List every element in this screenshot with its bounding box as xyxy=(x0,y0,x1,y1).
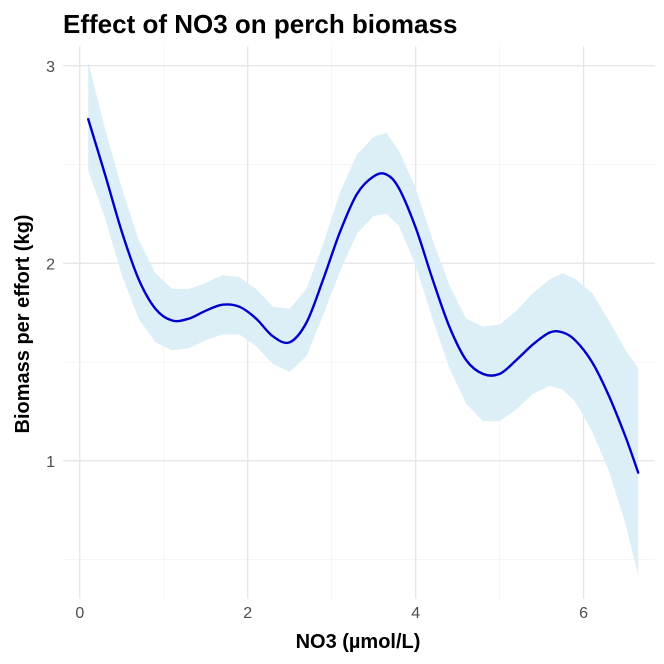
y-tick-label: 1 xyxy=(46,454,55,471)
confidence-band xyxy=(88,61,639,576)
x-tick-label: 2 xyxy=(243,605,252,622)
x-tick-label: 4 xyxy=(411,605,420,622)
x-tick-label: 6 xyxy=(579,605,588,622)
trend-line xyxy=(87,117,640,474)
y-tick-label: 3 xyxy=(46,59,55,76)
y-tick-label: 2 xyxy=(46,256,55,273)
confidence-band-layer xyxy=(88,61,639,576)
x-axis-ticks: 0 2 4 6 xyxy=(75,605,588,622)
chart-title: Effect of NO3 on perch biomass xyxy=(63,9,457,39)
x-tick-label: 0 xyxy=(75,605,84,622)
trend-line-layer xyxy=(87,117,640,474)
x-axis-title: NO3 (µmol/L) xyxy=(296,631,421,653)
y-axis-ticks: 1 2 3 xyxy=(46,59,55,471)
y-axis-title: Biomass per effort (kg) xyxy=(12,215,34,434)
